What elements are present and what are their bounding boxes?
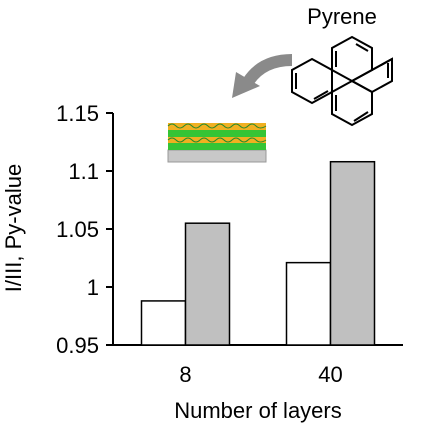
y-tick-label: 1.15: [56, 101, 99, 126]
bars: [140, 160, 376, 346]
pyrene-molecule-icon: [291, 35, 393, 127]
x-axis-title: Number of layers: [174, 398, 342, 423]
pyrene-label: Pyrene: [307, 4, 377, 29]
y-tick-label: 0.95: [56, 333, 99, 358]
y-axis-title: I/III, Py-value: [1, 164, 26, 292]
x-tick-label-8: 8: [179, 362, 191, 387]
bar-8-series-0: [140, 300, 187, 346]
bar-40-series-1: [329, 160, 376, 346]
x-tick-labels: 8 40: [179, 362, 342, 387]
bar-40-series-0: [285, 261, 332, 346]
curved-arrow-icon: [232, 54, 293, 98]
y-tick-label: 1: [87, 275, 99, 300]
layered-film-icon: [167, 123, 267, 163]
x-tick-label-40: 40: [318, 362, 342, 387]
y-ticks: 0.95 1 1.05 1.1 1.15: [56, 101, 113, 358]
bar-8-series-1: [184, 222, 231, 346]
y-tick-label: 1.05: [56, 217, 99, 242]
y-tick-label: 1.1: [68, 159, 99, 184]
